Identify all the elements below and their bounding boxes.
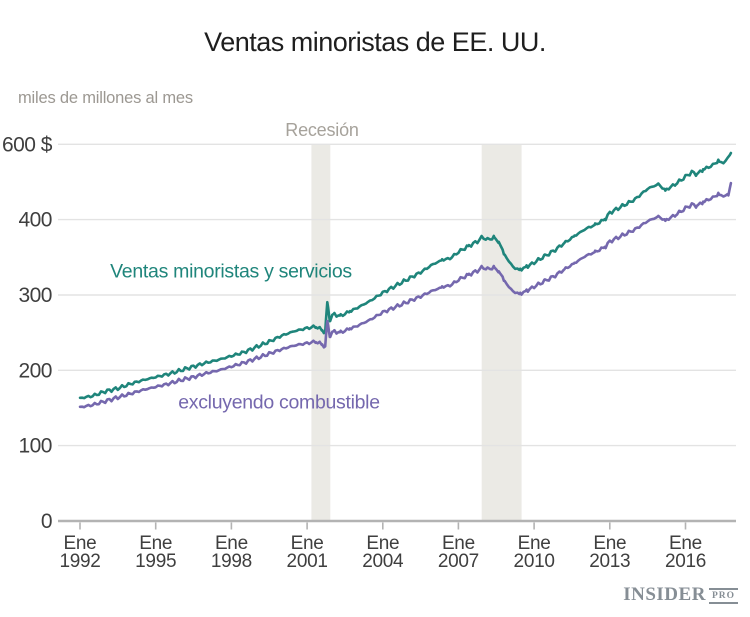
recession-band [481,144,522,522]
brand-name: INSIDER [623,584,706,605]
series-label-ex-fuel: excluyendo combustible [178,391,380,414]
y-tick-label: 400 [18,209,52,232]
x-tick-label: Ene 2016 [665,533,706,572]
x-tick-label: Ene 1995 [135,533,176,572]
y-tick-label: 100 [18,435,52,458]
y-tick-label: 200 [18,359,52,382]
x-tick-label: Ene 1998 [211,533,252,572]
recession-band [311,144,331,522]
x-tick-label: Ene 2013 [589,533,630,572]
series-line-retail-total [78,151,733,400]
x-tick-label: Ene 2010 [514,533,555,572]
x-tick-label: Ene 1992 [59,533,100,572]
chart-subtitle: miles de millones al mes [18,89,193,107]
x-tick-label: Ene 2007 [438,533,479,572]
x-tick-label: Ene 2001 [287,533,328,572]
series-line-ex-fuel [78,181,733,409]
y-tick-label: 600 $ [2,133,53,156]
brand-pro-badge: PRO [708,588,738,604]
chart-title: Ventas minoristas de EE. UU. [204,27,546,57]
x-tick-label: Ene 2004 [362,533,404,572]
y-tick-label: 0 [41,510,52,533]
brand-logo: INSIDER PRO [623,584,738,606]
y-tick-label: 300 [18,284,52,307]
series-label-retail-total: Ventas minoristas y servicios [110,260,352,283]
recession-label: Recesión [285,120,359,140]
